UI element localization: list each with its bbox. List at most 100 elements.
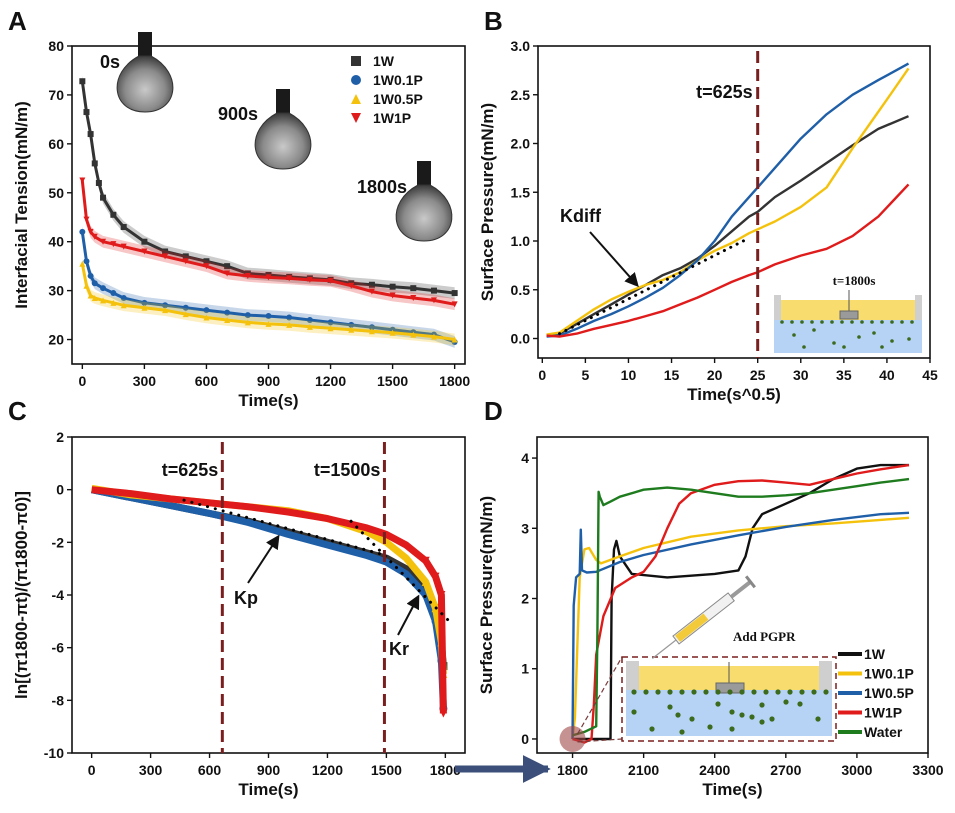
- data-point: [162, 302, 169, 309]
- y-tick-label: 2.5: [511, 87, 531, 103]
- vline-label: t=1500s: [314, 460, 381, 480]
- inset-particle: [703, 689, 709, 695]
- drop-time-label: 900s: [218, 104, 258, 124]
- x-tick-label: 1200: [315, 373, 346, 389]
- data-point: [120, 243, 127, 250]
- vline-label: t=625s: [162, 460, 219, 480]
- syringe-needle: [651, 639, 677, 659]
- x-tick-label: 25: [750, 367, 766, 383]
- x-tick-label: 3000: [841, 762, 872, 778]
- data-point: [265, 320, 272, 327]
- data-point: [203, 307, 210, 314]
- inset-particle: [820, 320, 824, 324]
- series-line: [572, 463, 909, 741]
- x-tick-label: 15: [664, 367, 680, 383]
- data-point: [120, 224, 127, 231]
- y-tick-label: 4: [521, 450, 529, 466]
- x-tick-label: 0: [88, 762, 96, 778]
- x-tick-label: 5: [581, 367, 589, 383]
- y-axis-label: Surface Pressure(mN/m): [478, 103, 497, 301]
- kp-arrow: [247, 534, 280, 584]
- x-tick-label: 0: [78, 373, 86, 389]
- data-point: [286, 321, 293, 328]
- data-point: [110, 241, 117, 248]
- series-line: [571, 511, 910, 740]
- fit-line: [349, 519, 451, 623]
- data-point: [410, 294, 417, 301]
- legend-label: 1W1P: [373, 110, 411, 126]
- y-tick-label: 60: [48, 136, 64, 152]
- legend-label: 1W0.5P: [373, 91, 423, 107]
- data-point: [120, 294, 127, 301]
- y-tick-label: 70: [48, 87, 64, 103]
- inset-particle: [649, 726, 655, 732]
- data-point: [306, 276, 313, 283]
- x-tick-label: 40: [879, 367, 895, 383]
- x-tick-label: 1800: [430, 762, 461, 778]
- inset-particle: [812, 328, 816, 332]
- needle: [417, 161, 431, 185]
- x-tick-label: 600: [195, 373, 219, 389]
- y-tick-label: -6: [52, 640, 65, 656]
- x-tick-label: 2700: [770, 762, 801, 778]
- legend-label: 1W1P: [864, 705, 902, 721]
- inset-particle: [763, 689, 769, 695]
- inset-particle: [759, 719, 765, 725]
- y-tick-label: 1.0: [511, 233, 531, 249]
- data-point: [389, 283, 396, 290]
- data-point: [95, 179, 102, 186]
- kdiff-label: Kdiff: [560, 206, 602, 226]
- kdiff-fit-line: [558, 236, 751, 336]
- vline-label: t=625s: [696, 82, 753, 102]
- y-tick-label: 2.0: [511, 136, 531, 152]
- data-point: [182, 258, 189, 265]
- series-band: [91, 486, 447, 709]
- x-tick-label: 1200: [312, 762, 343, 778]
- data-point: [327, 325, 334, 332]
- data-point: [91, 294, 98, 301]
- inset-oil-layer: [774, 300, 922, 320]
- zoom-guide-line: [577, 656, 623, 735]
- inset-particle: [890, 339, 894, 343]
- droplet-image: [116, 55, 174, 113]
- inset-particle: [850, 320, 854, 324]
- panel-label-a: A: [8, 6, 27, 36]
- inset-particle: [797, 701, 803, 707]
- y-tick-label: 40: [48, 234, 64, 250]
- y-tick-label: 0.5: [511, 282, 531, 298]
- plot-frame: [537, 45, 931, 359]
- inset-particle: [792, 333, 796, 337]
- droplet-image: [395, 184, 453, 242]
- data-point: [224, 316, 231, 323]
- syringe-icon: [651, 575, 756, 659]
- data-point: [286, 314, 293, 321]
- series-line: [572, 477, 910, 737]
- y-tick-label: 0: [56, 482, 64, 498]
- inset-particle: [679, 729, 685, 735]
- inset-particle: [832, 341, 836, 345]
- y-tick-label: 0.0: [511, 331, 531, 347]
- data-point: [421, 577, 430, 586]
- data-point: [368, 281, 375, 288]
- data-point: [79, 177, 86, 184]
- data-point: [421, 556, 430, 565]
- inset-particle: [815, 716, 821, 722]
- data-point: [286, 275, 293, 282]
- data-point: [430, 333, 437, 340]
- inset-particle: [860, 320, 864, 324]
- x-tick-label: 2400: [699, 762, 730, 778]
- inset-particle: [830, 320, 834, 324]
- panel-label-c: C: [8, 396, 27, 426]
- add-pgpr-label: Add PGPR: [733, 629, 796, 644]
- inset-wall: [626, 661, 639, 690]
- inset-water-layer: [626, 690, 832, 736]
- series-line: [546, 183, 910, 338]
- inset-particle: [775, 689, 781, 695]
- y-tick-label: 20: [48, 332, 64, 348]
- data-point: [244, 312, 251, 319]
- data-point: [244, 319, 251, 326]
- needle: [138, 32, 152, 56]
- inset-particle: [880, 345, 884, 349]
- inset-wall: [819, 661, 832, 690]
